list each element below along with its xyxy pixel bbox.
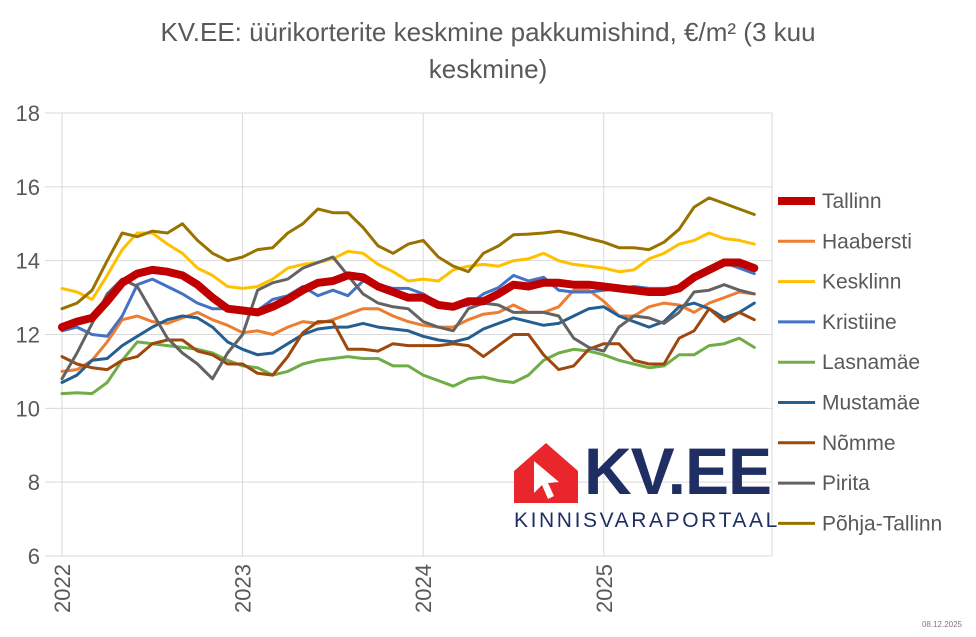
x-tick-label: 2022	[50, 564, 75, 613]
x-tick-label: 2023	[231, 564, 256, 613]
y-tick-label: 8	[28, 470, 40, 495]
legend-label-põhja-tallinn: Põhja-Tallinn	[822, 512, 942, 535]
chart-title-line-2: keskmine)	[428, 54, 548, 84]
legend-label-haabersti: Haabersti	[822, 230, 912, 253]
series-line-kesklinn	[60, 231, 756, 301]
legend-label-pirita: Pirita	[822, 472, 870, 495]
y-tick-label: 10	[16, 396, 40, 421]
x-tick-label: 2024	[411, 564, 436, 613]
series-line-põhja-tallinn	[60, 196, 756, 311]
logo-subtitle: KINNISVARAPORTAAL	[514, 509, 780, 532]
y-tick-label: 16	[16, 175, 40, 200]
y-tick-label: 6	[28, 544, 40, 569]
chart-title: KV.EE: üürikorterite keskmine pakkumishi…	[80, 14, 896, 88]
y-tick-label: 18	[16, 101, 40, 126]
chart-title-line-1: KV.EE: üürikorterite keskmine pakkumishi…	[160, 17, 816, 47]
series-line-nõmme	[60, 307, 756, 377]
date-stamp: 08.12.2025	[921, 620, 962, 629]
series-line-haabersti	[60, 288, 756, 373]
y-tick-label: 12	[16, 323, 40, 348]
logo-text: KV.EE	[584, 434, 772, 508]
legend-label-mustamäe: Mustamäe	[822, 392, 920, 415]
kv-ee-logo: KV.EE KINNISVARAPORTAAL	[512, 434, 777, 536]
series-line-mustamäe	[60, 301, 756, 384]
series-line-pirita	[60, 255, 756, 381]
legend-label-lasnamäe: Lasnamäe	[822, 351, 920, 374]
x-tick-label: 2025	[592, 564, 617, 613]
house-cursor-icon	[514, 443, 578, 503]
legend-label-kristiine: Kristiine	[822, 311, 897, 334]
series-line-tallinn	[58, 258, 759, 332]
y-tick-label: 14	[16, 249, 40, 274]
legend-label-nõmme: Nõmme	[822, 432, 896, 455]
legend-label-kesklinn: Kesklinn	[822, 271, 901, 294]
legend-label-tallinn: Tallinn	[822, 190, 882, 213]
